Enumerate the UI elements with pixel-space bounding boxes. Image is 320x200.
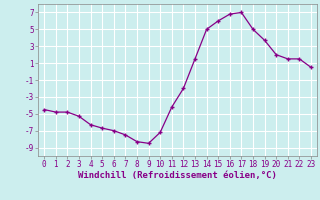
- X-axis label: Windchill (Refroidissement éolien,°C): Windchill (Refroidissement éolien,°C): [78, 171, 277, 180]
